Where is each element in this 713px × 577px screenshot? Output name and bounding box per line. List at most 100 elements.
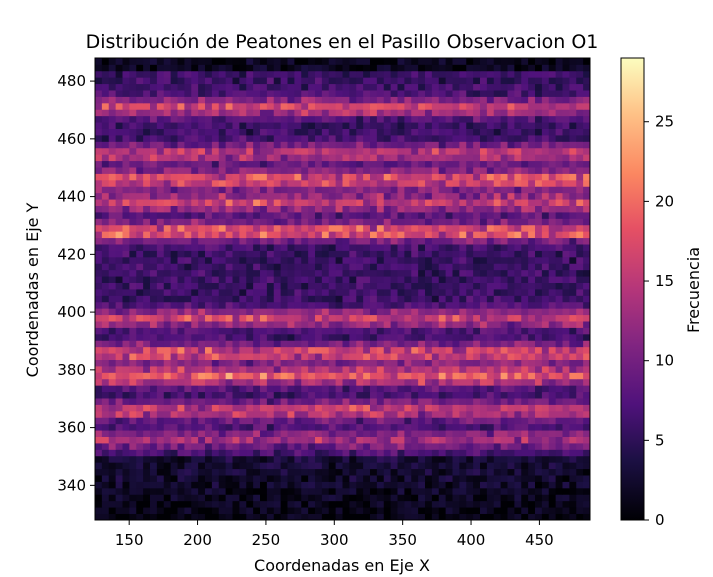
heat-cell	[555, 475, 563, 482]
heat-cell	[184, 513, 192, 521]
heat-cell	[315, 513, 323, 521]
heat-cell	[150, 263, 158, 271]
heat-cell	[500, 115, 508, 123]
heat-cell	[101, 487, 110, 495]
heat-cell	[562, 147, 570, 155]
heat-cell	[225, 90, 233, 97]
heat-cell	[260, 301, 268, 309]
heat-cell	[280, 224, 288, 232]
heat-cell	[452, 90, 460, 97]
heat-cell	[156, 154, 165, 162]
heatmap-grid	[95, 58, 591, 521]
heat-cell	[418, 231, 426, 239]
heat-cell	[150, 96, 158, 104]
heat-cell	[535, 333, 543, 341]
heat-cell	[576, 135, 584, 142]
heat-cell	[425, 109, 433, 117]
heat-cell	[541, 147, 550, 155]
heat-cell	[548, 481, 557, 489]
heat-cell	[342, 314, 350, 322]
heat-cell	[266, 128, 275, 136]
heat-cell	[95, 295, 103, 303]
heat-cell	[541, 327, 550, 335]
heat-cell	[95, 218, 103, 226]
heat-cell	[555, 417, 563, 425]
heat-cell	[273, 160, 282, 168]
heat-cell	[335, 468, 343, 476]
heat-cell	[514, 192, 522, 200]
heat-cell	[335, 449, 343, 457]
heat-cell	[170, 494, 178, 502]
heat-cell	[459, 404, 467, 412]
heat-cell	[562, 340, 570, 348]
heat-cell	[129, 353, 137, 360]
heat-cell	[404, 366, 412, 373]
heat-cell	[548, 205, 557, 213]
heat-cell	[136, 314, 144, 322]
heat-cell	[452, 487, 460, 495]
heat-cell	[431, 244, 440, 251]
heat-cell	[535, 231, 543, 239]
heat-cell	[404, 276, 412, 283]
heat-cell	[184, 436, 192, 444]
heat-cell	[101, 167, 110, 174]
heat-cell	[315, 205, 323, 213]
heat-cell	[376, 224, 385, 232]
heat-cell	[555, 269, 563, 277]
heat-cell	[363, 218, 371, 226]
heat-cell	[225, 430, 233, 437]
heat-cell	[576, 141, 584, 149]
heat-cell	[191, 404, 199, 412]
heat-cell	[253, 109, 261, 117]
heat-cell	[425, 199, 433, 206]
heat-cell	[569, 269, 577, 277]
heat-cell	[493, 321, 502, 328]
heat-cell	[438, 135, 447, 142]
heat-cell	[541, 199, 550, 206]
heat-cell	[569, 289, 577, 296]
heat-cell	[425, 449, 433, 457]
heat-cell	[205, 83, 213, 91]
heat-cell	[150, 385, 158, 393]
heat-cell	[170, 109, 178, 117]
heat-cell	[129, 263, 137, 271]
heat-cell	[205, 455, 213, 463]
heat-cell	[321, 282, 330, 290]
heat-cell	[356, 321, 364, 328]
heat-cell	[356, 205, 364, 213]
heat-cell	[569, 359, 577, 367]
heat-cell	[459, 359, 467, 367]
heat-cell	[301, 282, 309, 290]
heat-cell	[136, 282, 144, 290]
heat-cell	[493, 224, 502, 232]
heat-cell	[370, 436, 378, 444]
heat-cell	[273, 276, 282, 283]
heat-cell	[280, 391, 288, 399]
heat-cell	[507, 83, 515, 91]
heat-cell	[239, 314, 247, 322]
heat-cell	[143, 109, 151, 117]
heat-cell	[541, 173, 550, 181]
heat-cell	[411, 237, 419, 245]
heat-cell	[150, 314, 158, 322]
heat-cell	[308, 340, 316, 348]
heat-cell	[473, 244, 481, 251]
heat-cell	[301, 404, 309, 412]
heat-cell	[253, 423, 261, 431]
heat-cell	[486, 314, 495, 322]
heat-cell	[246, 135, 254, 142]
heat-cell	[301, 199, 309, 206]
heat-cell	[500, 327, 508, 335]
heat-cell	[363, 77, 371, 85]
heat-cell	[115, 333, 123, 341]
heat-cell	[294, 173, 302, 181]
heat-cell	[431, 167, 440, 174]
heat-cell	[101, 269, 110, 277]
heat-cell	[397, 115, 405, 123]
heat-cell	[273, 96, 282, 104]
heat-cell	[528, 443, 536, 450]
heat-cell	[273, 102, 282, 110]
heat-cell	[425, 308, 433, 316]
heat-cell	[177, 263, 185, 271]
heat-cell	[211, 481, 220, 489]
